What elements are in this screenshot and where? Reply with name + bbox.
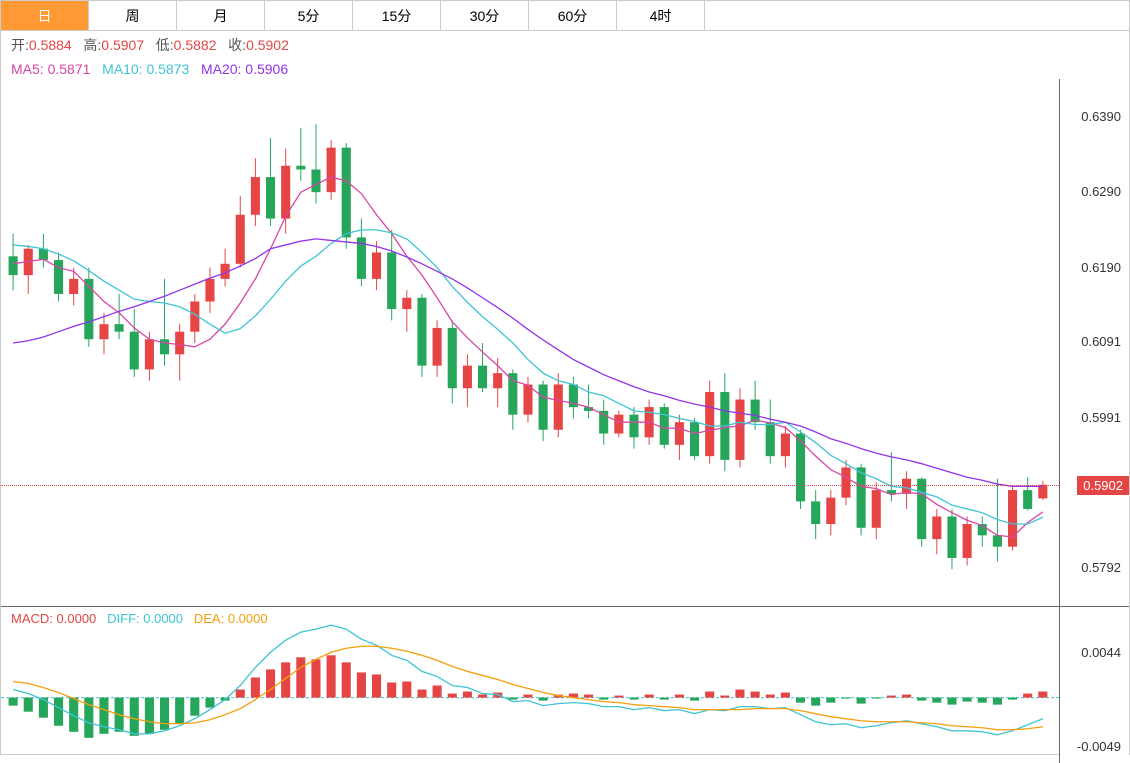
y-axis-label: 0.6190 bbox=[1081, 260, 1121, 275]
y-axis-label: 0.0044 bbox=[1081, 645, 1121, 660]
ma5-label: MA5: bbox=[11, 61, 44, 77]
diff-value: 0.0000 bbox=[143, 611, 183, 626]
dea-value: 0.0000 bbox=[228, 611, 268, 626]
high-value: 0.5907 bbox=[101, 37, 144, 53]
timeframe-tab-0[interactable]: 日 bbox=[1, 1, 89, 30]
dea-label: DEA: bbox=[194, 611, 224, 626]
macd-labels: MACD: 0.0000 DIFF: 0.0000 DEA: 0.0000 bbox=[11, 611, 268, 626]
y-axis-label: -0.0049 bbox=[1077, 739, 1121, 754]
ohlc-row: 开:0.5884 高:0.5907 低:0.5882 收:0.5902 bbox=[1, 31, 1129, 59]
timeframe-tab-5[interactable]: 30分 bbox=[441, 1, 529, 30]
ma5-value: 0.5871 bbox=[48, 61, 91, 77]
y-axis-label: 0.6290 bbox=[1081, 184, 1121, 199]
main-candlestick-chart[interactable]: 0.6390 0.6290 0.6190 0.6091 0.5991 0.5792 0.59… bbox=[1, 79, 1129, 607]
ma20-value: 0.5906 bbox=[245, 61, 288, 77]
chart-container: 日周月5分15分30分60分4时 开:0.5884 高:0.5907 低:0.5… bbox=[0, 0, 1130, 755]
current-price-badge: 0.5902 bbox=[1077, 476, 1129, 495]
open-label: 开: bbox=[11, 37, 29, 53]
open-value: 0.5884 bbox=[29, 37, 72, 53]
macd-label: MACD: bbox=[11, 611, 53, 626]
y-axis-label: 0.6390 bbox=[1081, 109, 1121, 124]
ma10-value: 0.5873 bbox=[146, 61, 189, 77]
diff-label: DIFF: bbox=[107, 611, 140, 626]
timeframe-tab-6[interactable]: 60分 bbox=[529, 1, 617, 30]
timeframe-tab-3[interactable]: 5分 bbox=[265, 1, 353, 30]
y-axis-label: 0.5991 bbox=[1081, 410, 1121, 425]
timeframe-tab-7[interactable]: 4时 bbox=[617, 1, 705, 30]
macd-indicator-chart[interactable]: MACD: 0.0000 DIFF: 0.0000 DEA: 0.0000 0.… bbox=[1, 607, 1129, 763]
ma-row: MA5: 0.5871 MA10: 0.5873 MA20: 0.5906 bbox=[1, 59, 1129, 79]
timeframe-tab-4[interactable]: 15分 bbox=[353, 1, 441, 30]
timeframe-tab-1[interactable]: 周 bbox=[89, 1, 177, 30]
ma20-label: MA20: bbox=[201, 61, 241, 77]
close-label: 收: bbox=[228, 37, 246, 53]
low-value: 0.5882 bbox=[174, 37, 217, 53]
macd-value: 0.0000 bbox=[57, 611, 97, 626]
ma10-label: MA10: bbox=[102, 61, 142, 77]
y-axis-label: 0.6091 bbox=[1081, 334, 1121, 349]
timeframe-tabs: 日周月5分15分30分60分4时 bbox=[1, 1, 1129, 31]
low-label: 低: bbox=[156, 37, 174, 53]
main-y-axis: 0.6390 0.6290 0.6190 0.6091 0.5991 0.5792 0.59… bbox=[1059, 79, 1129, 606]
y-axis-label: 0.5792 bbox=[1081, 560, 1121, 575]
sub-y-axis: 0.0044 -0.0049 bbox=[1059, 607, 1129, 763]
timeframe-tab-2[interactable]: 月 bbox=[177, 1, 265, 30]
high-label: 高: bbox=[83, 37, 101, 53]
current-price-line bbox=[1, 485, 1059, 486]
close-value: 0.5902 bbox=[246, 37, 289, 53]
